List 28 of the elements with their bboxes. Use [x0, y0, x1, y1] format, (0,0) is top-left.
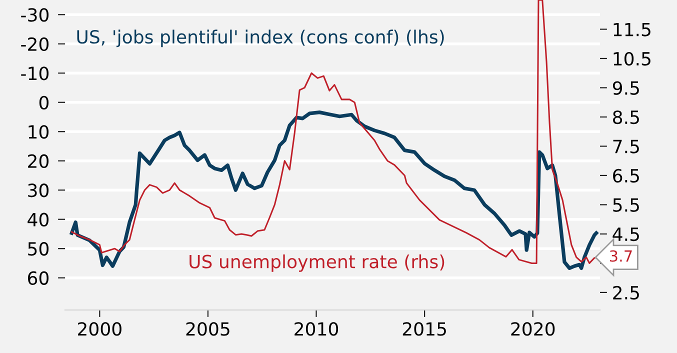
y2-tick-label: 4.5 — [612, 228, 639, 242]
x-tick-label: 2005 — [186, 322, 230, 336]
y-tick-label: -30 — [21, 8, 49, 22]
x-tick-label: 2000 — [78, 322, 122, 336]
text: US, 'jobs plentiful' index (cons conf) (lhs) — [77, 30, 444, 48]
y2-tick-label: 8.5 — [613, 110, 639, 124]
data-label: 3.7 — [610, 250, 632, 262]
y-tick-label: 0 — [39, 96, 49, 110]
x-tick-label: 2015 — [402, 322, 446, 336]
y-tick-label: 30 — [28, 184, 49, 198]
y-tick-label: 20 — [28, 154, 49, 168]
y2-tick-label: 5.5 — [613, 198, 639, 212]
y-tick-label: -10 — [21, 66, 49, 80]
line-series — [70, 110, 598, 270]
series-label: US unemployment rate (rhs) — [190, 254, 444, 272]
y2-tick-label: 2.5 — [613, 286, 639, 300]
x-tick-label: 2020 — [511, 322, 555, 336]
y2-tick-label: 7.5 — [613, 140, 639, 154]
y-tick-label: -20 — [21, 37, 49, 51]
y-tick-label: 10 — [28, 125, 49, 139]
y-tick-label: 40 — [28, 212, 49, 226]
y2-tick-label: 11.5 — [614, 22, 650, 36]
y2-tick-label: 6.5 — [613, 168, 639, 183]
y2-tick-label: 9.5 — [612, 81, 639, 95]
y-tick-label: 50 — [28, 242, 49, 256]
y-tick-label: 60 — [28, 271, 49, 285]
y2-tick-label: 10.5 — [614, 52, 650, 66]
x-tick-label: 2010 — [294, 322, 338, 336]
